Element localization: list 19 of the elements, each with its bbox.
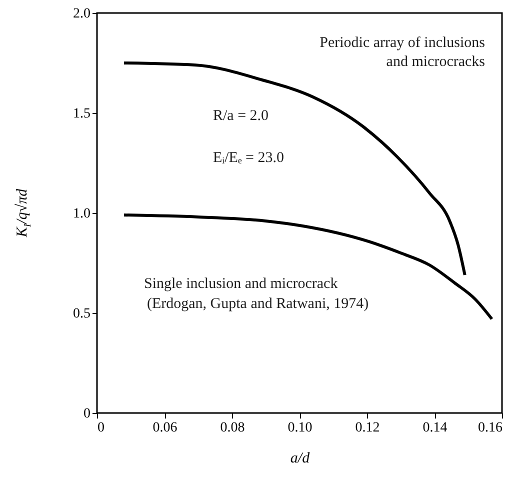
y-tick-label: 0 xyxy=(84,406,90,422)
x-tick-label: 0.14 xyxy=(422,420,448,436)
x-axis-title: a/d xyxy=(290,450,310,466)
y-tick-label: 1.5 xyxy=(73,106,90,122)
line-series xyxy=(122,214,494,320)
y-tick-label: 0.5 xyxy=(73,306,90,322)
series-label: Periodic array of inclusions and microcracks xyxy=(320,35,486,70)
x-tick-label: 0 xyxy=(98,420,104,436)
x-tick-label: 0.08 xyxy=(220,420,245,436)
x-tick-label: 0.16 xyxy=(478,420,502,436)
annotation: (Erdogan, Gupta and Ratwani, 1974) xyxy=(147,296,369,312)
x-tick-label: 0.06 xyxy=(152,420,178,436)
annotation: Eᵢ/Eₑ = 23.0 xyxy=(213,150,284,166)
y-tick-label: 1.0 xyxy=(73,206,90,222)
y-tick-label: 2.0 xyxy=(73,6,90,22)
x-tick-label: 0.10 xyxy=(288,420,312,436)
x-tick-label: 0.12 xyxy=(355,420,380,436)
annotation: R/a = 2.0 xyxy=(213,108,269,124)
text: Single inclusion and microcrack xyxy=(144,276,338,292)
